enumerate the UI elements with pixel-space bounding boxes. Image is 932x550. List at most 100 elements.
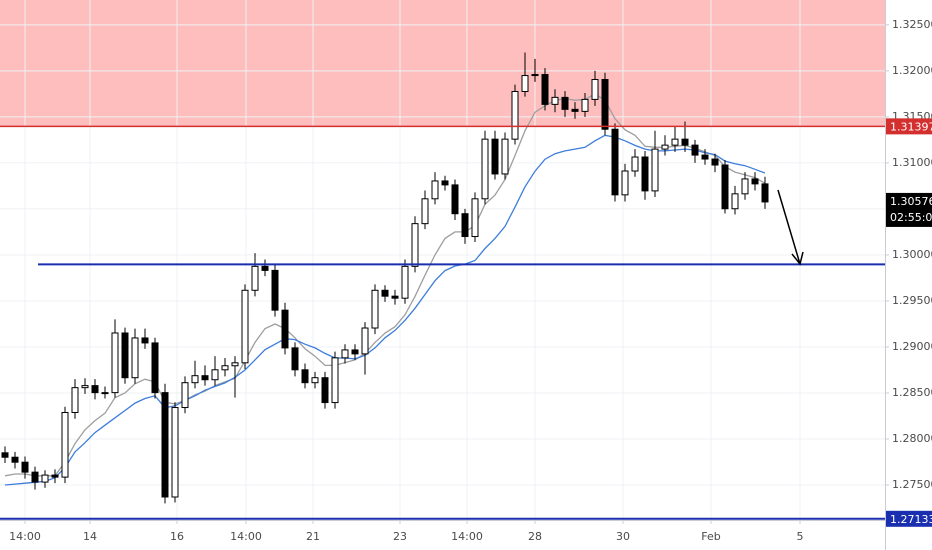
candle-body [91,385,99,394]
resistance-zone [0,0,885,127]
candle-body [341,349,349,359]
candle-body [131,337,139,379]
candle-body [391,295,399,299]
candle-body [311,377,319,384]
candle-body [411,223,419,267]
candle-body [631,156,639,172]
candle-body [611,128,619,196]
x-tick-label: Feb [701,530,720,543]
candle-body [531,74,539,77]
candle-body [251,265,259,291]
candle-body [601,79,609,130]
candle-body [191,375,199,384]
candle-body [181,382,189,409]
candle-body [361,327,369,355]
candle-body [711,158,719,166]
candle-body [511,90,519,140]
candle-body [241,289,249,364]
y-tick-label: 1.28500 [892,386,932,399]
candle-body [11,456,19,463]
candle-body [741,178,749,195]
y-tick-label: 1.27500 [892,478,932,491]
candle-body [571,108,579,112]
candle-body [581,98,589,112]
candle-body [541,74,549,105]
candle-body [291,347,299,371]
candle-body [151,342,159,394]
candle-body [671,138,679,146]
candle-body [61,412,69,478]
candle-body [231,362,239,367]
candle-body [301,369,309,384]
x-tick-label: 28 [528,530,542,543]
candle-body [31,471,39,483]
candle-body [261,265,269,271]
candle-body [101,392,109,395]
candle-body [371,289,379,329]
candle-body [401,265,409,299]
candle-body [421,198,429,225]
last-price-box [886,192,932,227]
candle-body [701,154,709,160]
arrow [777,189,804,266]
candle-body [321,377,329,404]
level-label: 1.27133 [890,513,932,526]
candle-body [171,407,179,498]
level-label-box [886,510,932,527]
candle-body [281,309,289,349]
y-tick-label: 1.31000 [892,156,932,169]
y-tick-label: 1.29000 [892,340,932,353]
candle-body [461,213,469,238]
candle-body [201,375,209,381]
candle-body [471,198,479,238]
x-tick-label: 21 [306,530,320,543]
price-axis [885,0,932,550]
candle-body [71,387,79,414]
candle-body [381,289,389,297]
x-tick-label: 30 [616,530,630,543]
x-tick-label: 14:00 [451,530,483,543]
candle-body [41,474,49,483]
candle-body [621,170,629,196]
x-tick-label: 23 [393,530,407,543]
candle-body [141,337,149,344]
level-label: 1.31397 [890,120,932,133]
candle-body [691,144,699,156]
candle-body [501,138,509,175]
candle-body [51,474,59,478]
candle-body [351,349,359,355]
y-tick-label: 1.28000 [892,432,932,445]
candle-body [111,332,119,394]
candle-body [121,332,129,379]
x-tick-label: 5 [797,530,804,543]
candle-body [681,138,689,146]
candle-body [521,75,529,92]
candle-body [761,183,769,203]
moving-average [4,93,766,477]
candle-body [451,184,459,215]
candle-body [481,138,489,200]
candle-body [431,180,439,200]
candle-body [721,164,729,210]
candle-body [651,148,659,192]
candle-body [161,392,169,498]
y-tick-label: 1.30000 [892,248,932,261]
candle-body [21,461,29,473]
candle-body [211,369,219,381]
y-tick-label: 1.32500 [892,18,932,31]
candle-body [1,452,9,458]
time-axis [0,520,885,550]
candle-body [441,180,449,186]
level-label-box [886,118,932,135]
candle-body [751,178,759,185]
x-tick-label: 14:00 [9,530,41,543]
x-tick-label: 14 [83,530,97,543]
y-tick-label: 1.32000 [892,64,932,77]
x-tick-label: 16 [170,530,184,543]
candle-body [331,357,339,404]
candle-body [561,96,569,110]
candle-body [661,144,669,150]
candle-body [641,156,649,192]
last-price-label: 1.30576 [890,195,932,208]
